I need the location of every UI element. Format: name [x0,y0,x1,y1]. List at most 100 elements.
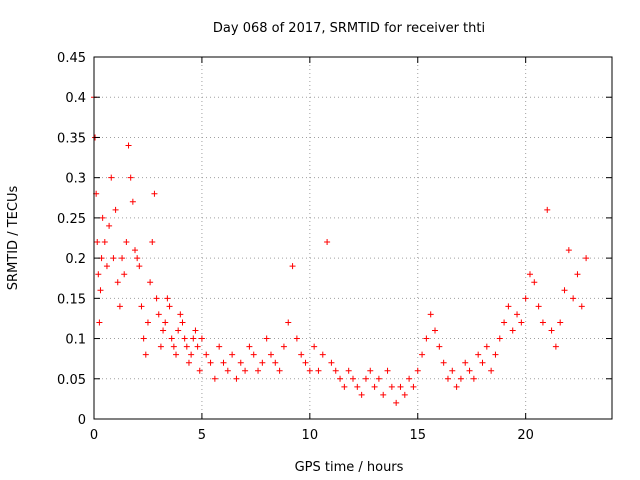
data-point [574,271,581,278]
data-point [401,391,408,398]
data-point [449,367,456,374]
data-point [440,359,447,366]
chart-title: Day 068 of 2017, SRMTID for receiver tht… [213,21,485,36]
data-point [393,399,400,406]
data-point [397,383,404,390]
data-point [526,271,533,278]
data-point [250,351,257,358]
data-point [259,359,266,366]
data-point [289,263,296,270]
data-point [108,174,115,181]
x-tick-label: 5 [198,428,206,443]
data-point [509,327,516,334]
data-point [505,303,512,310]
data-point [457,375,464,382]
data-point [185,359,192,366]
data-point [168,335,175,342]
data-point [192,327,199,334]
data-point [173,351,180,358]
data-point [302,359,309,366]
data-point [332,367,339,374]
data-point [170,343,177,350]
data-point [101,239,108,246]
data-point [514,311,521,318]
data-point [166,303,173,310]
plot-frame [93,56,613,420]
y-tick-label: 0.15 [57,292,86,307]
grid-lines [94,57,612,419]
y-tick-label: 0.05 [57,373,86,388]
data-point [565,247,572,254]
data-point [535,303,542,310]
data-point [337,375,344,382]
data-point [388,383,395,390]
data-point [181,335,188,342]
data-point [384,367,391,374]
data-point [106,222,113,229]
data-point [149,239,156,246]
data-point [328,359,335,366]
data-point [341,383,348,390]
data-point [140,335,147,342]
data-point [419,351,426,358]
data-point [293,335,300,342]
data-point [194,343,201,350]
y-tick-label: 0.45 [57,51,86,66]
data-point [94,239,101,246]
data-point [211,375,218,382]
data-point [272,359,279,366]
data-point [276,367,283,374]
data-point [110,255,117,262]
data-point [242,367,249,374]
data-point [157,343,164,350]
data-point [414,367,421,374]
data-point [375,375,382,382]
data-points [91,94,590,406]
data-point [121,271,128,278]
data-point [123,239,130,246]
data-point [136,263,143,270]
data-point [557,319,564,326]
data-point [306,367,313,374]
data-point [285,319,292,326]
data-point [552,343,559,350]
data-point [96,319,103,326]
x-tick-labels: 0 5 10 15 20 [90,428,534,443]
data-point [237,359,244,366]
y-tick-label: 0.25 [57,212,86,227]
data-point [198,335,205,342]
data-point [380,391,387,398]
data-point [444,375,451,382]
data-point [501,319,508,326]
data-point [95,271,102,278]
y-tick-label: 0.1 [65,333,86,348]
data-point [496,335,503,342]
data-point [147,279,154,286]
data-point [190,335,197,342]
data-point [548,327,555,334]
data-point [367,367,374,374]
data-point [544,206,551,213]
data-point [354,383,361,390]
y-axis-label: SRMTID / TECUs [6,186,21,291]
data-point [371,383,378,390]
data-point [224,367,231,374]
data-point [462,359,469,366]
data-point [315,367,322,374]
data-point [103,263,110,270]
data-point [518,319,525,326]
data-point [466,367,473,374]
data-point [479,359,486,366]
data-point [410,383,417,390]
data-point [142,351,149,358]
data-point [436,343,443,350]
data-point [522,295,529,302]
data-point [488,367,495,374]
data-point [119,255,126,262]
data-point [229,351,236,358]
data-point [345,367,352,374]
data-point [280,343,287,350]
data-point [196,367,203,374]
data-point [453,383,460,390]
